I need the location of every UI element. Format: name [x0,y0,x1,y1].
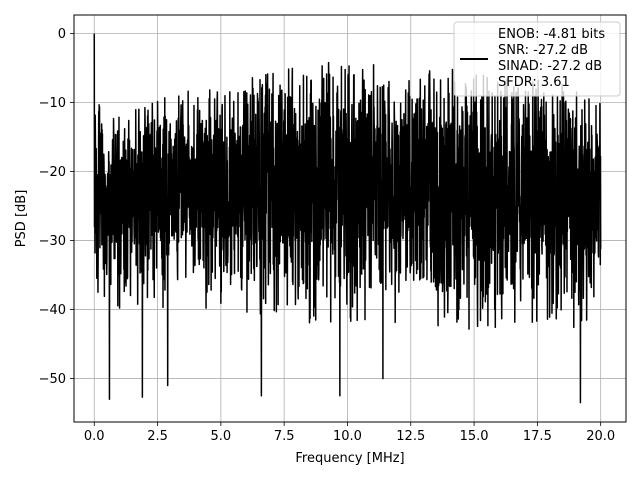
legend: ENOB: -4.81 bits SNR: -27.2 dB SINAD: -2… [453,21,621,97]
legend-line: SNR: -27.2 dB [498,43,588,58]
y-axis-label: PSD [dB] [14,190,29,248]
y-tick-label: −50 [39,372,66,387]
y-tick-label: −10 [39,96,66,111]
x-tick-label: 10.0 [333,429,362,444]
plot-frame [73,14,627,423]
y-tick-label: 0 [58,27,66,42]
x-tick-label: 0.0 [84,429,105,444]
x-tick-label: 17.5 [523,429,552,444]
x-tick-label: 12.5 [396,429,425,444]
x-tick-label: 2.5 [147,429,168,444]
y-axis-ticks: 0 −10 −20 −30 −40 −50 [39,27,74,387]
x-tick-label: 15.0 [460,429,489,444]
y-tick-label: −20 [39,165,66,180]
x-axis-label: Frequency [MHz] [295,451,404,466]
y-tick-label: −40 [39,303,66,318]
psd-series-line [93,33,602,404]
psd-series [93,33,602,404]
legend-box [453,21,621,97]
legend-line: SFDR: 3.61 [498,75,570,90]
x-tick-label: 7.5 [274,429,295,444]
legend-line: ENOB: -4.81 bits [498,27,605,42]
x-axis-ticks: 0.0 2.5 5.0 7.5 10.0 12.5 15.0 17.5 20.0 [84,422,615,444]
legend-line: SINAD: -27.2 dB [498,59,602,74]
x-tick-label: 5.0 [211,429,232,444]
y-tick-label: −30 [39,234,66,249]
x-tick-label: 20.0 [586,429,615,444]
